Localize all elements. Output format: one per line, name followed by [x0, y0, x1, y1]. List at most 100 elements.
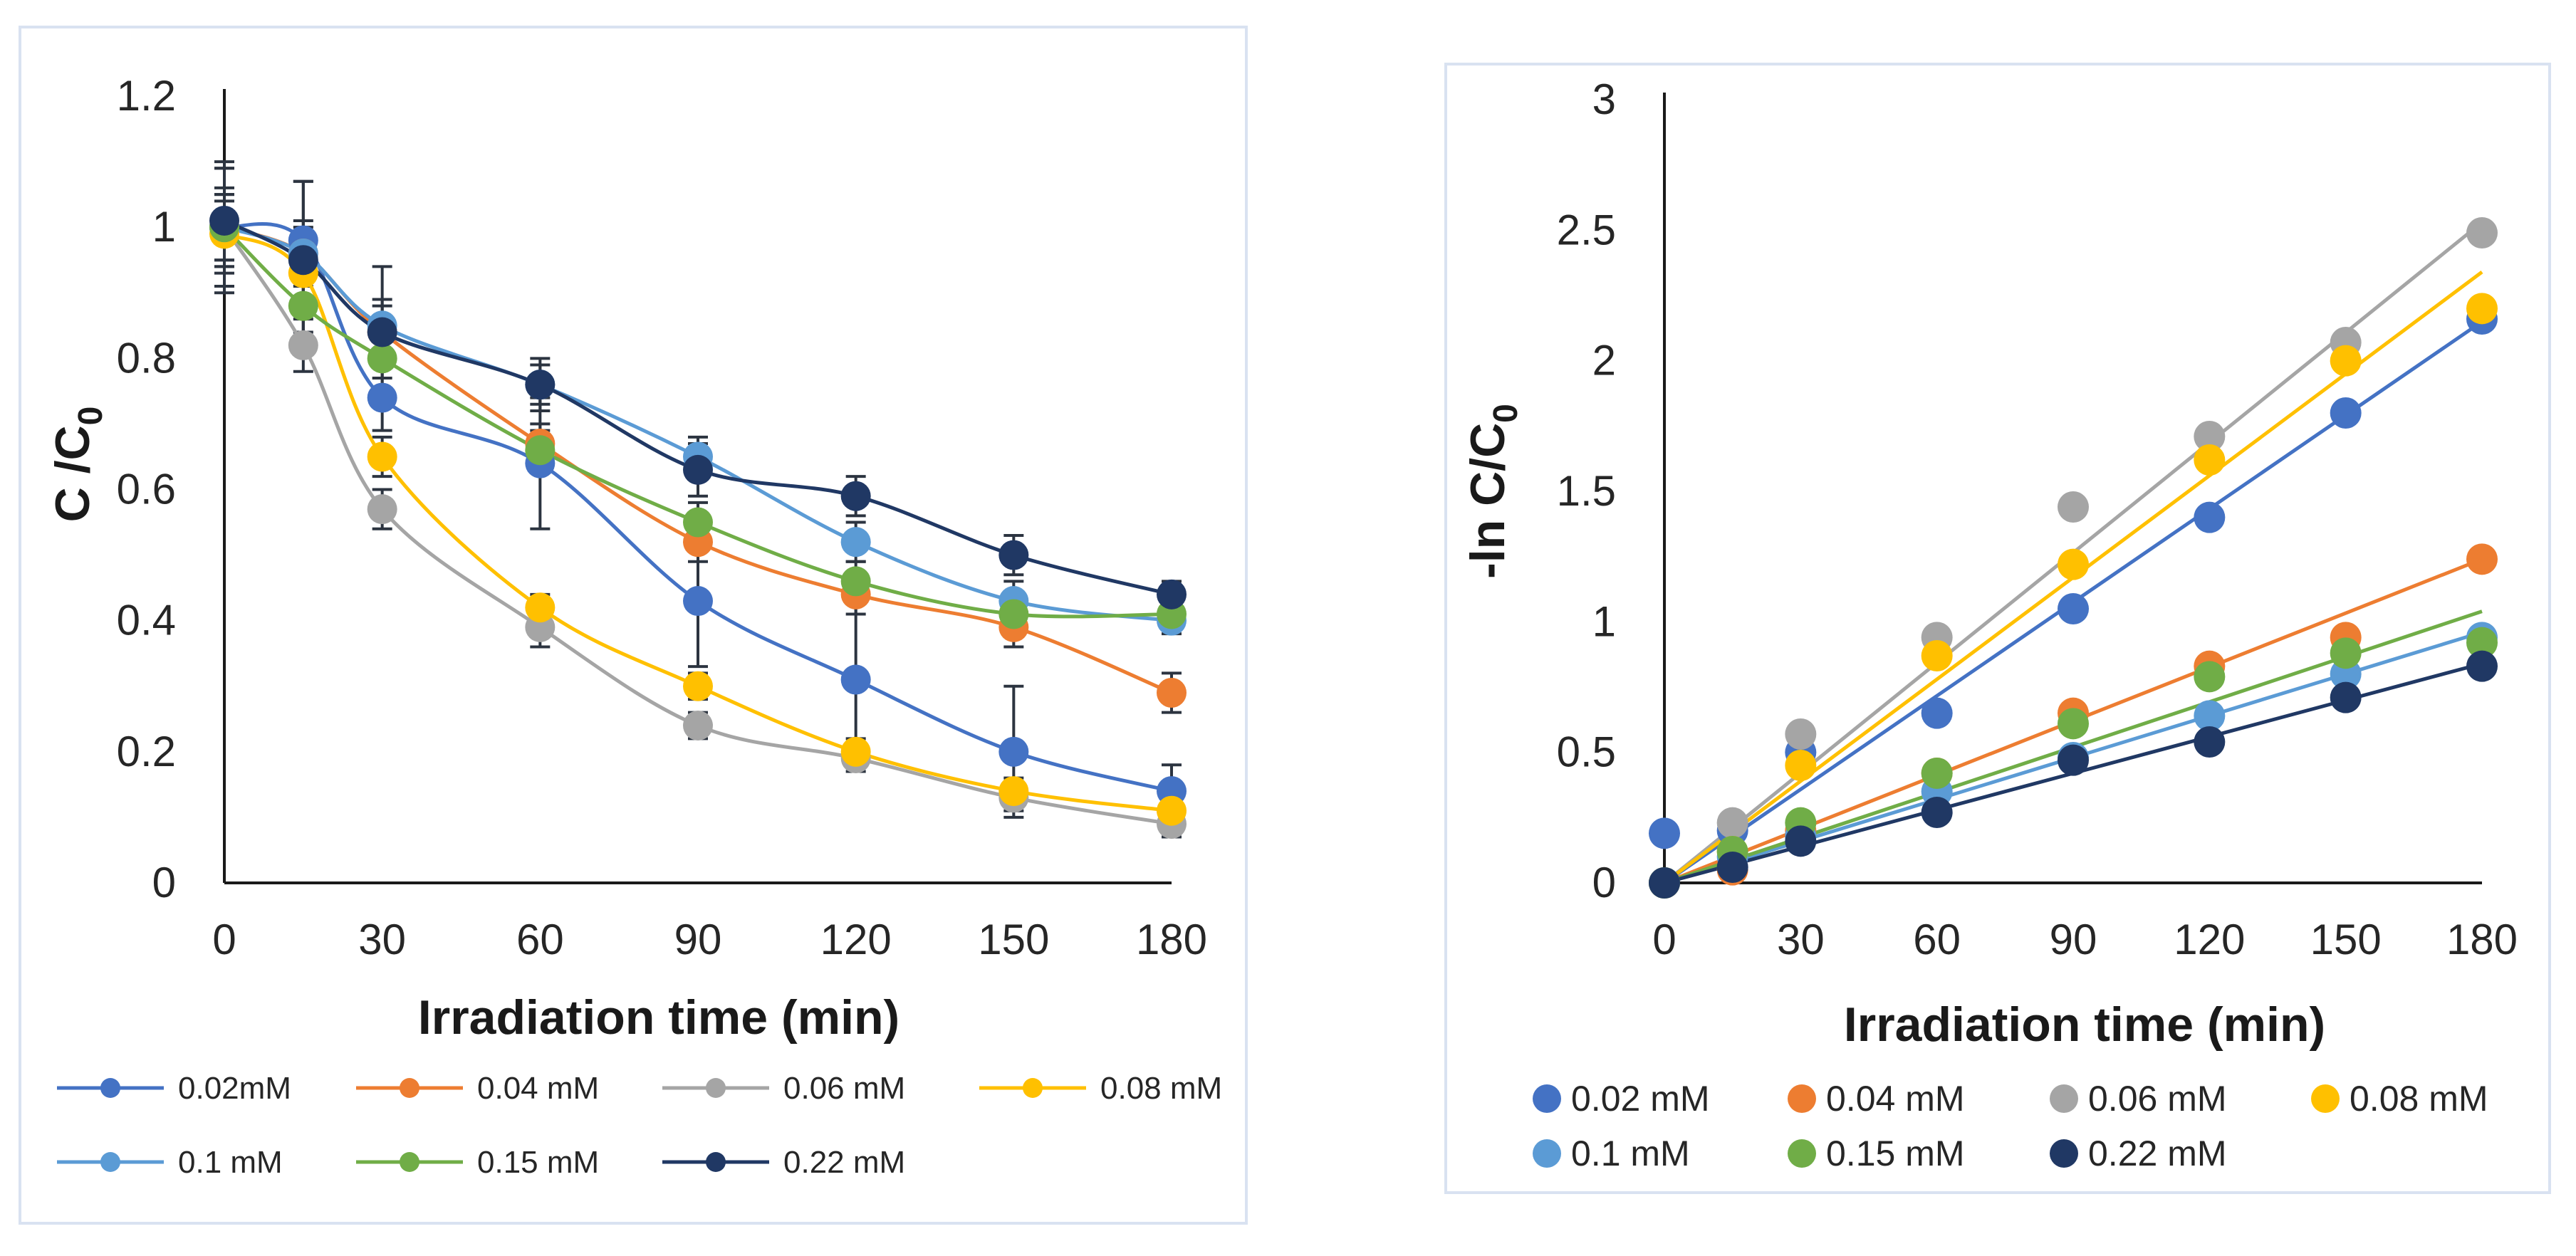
left-data-point-0-06-mm	[683, 711, 713, 740]
left-data-point-0-02mm	[683, 586, 713, 617]
left-x-tick-label: 180	[1136, 916, 1207, 963]
right-x-tick-label: 120	[2174, 916, 2245, 963]
left-y-tick-label: 0	[152, 859, 176, 906]
right-data-point-0-06-mm	[2194, 421, 2226, 452]
right-legend-marker-0-02-mm	[1533, 1084, 1561, 1113]
right-data-point-0-08-mm	[1921, 640, 1953, 671]
right-y-axis-subscript: 0	[1487, 404, 1525, 423]
right-data-point-0-15-mm	[1921, 758, 1953, 789]
left-tick-labels: 0 30 60 90 120 150 180 0 0.2 0.4 0.6 0.8 1 1.2	[117, 72, 1207, 963]
left-data-point-0-15-mm	[840, 566, 871, 597]
right-data-point-0-02-mm	[2330, 397, 2362, 429]
right-data-point-0-15-mm	[2194, 661, 2226, 693]
left-series-line-0-02mm	[224, 222, 1172, 793]
left-series-line-0-1-mm	[224, 225, 1172, 623]
right-data-point-0-06-mm	[2466, 217, 2498, 248]
left-data-point-0-22-mm	[288, 245, 318, 276]
right-y-tick-label: 2.5	[1557, 206, 1616, 253]
left-data-point-0-08-mm	[683, 671, 713, 701]
left-y-tick-label: 0.6	[117, 466, 176, 513]
left-x-tick-label: 0	[212, 916, 236, 963]
right-data-point-0-08-mm	[2466, 293, 2498, 325]
right-data-point-0-22-mm	[1785, 825, 1817, 857]
right-y-tick-label: 3	[1592, 75, 1616, 123]
left-legend-marker-0-08-mm	[1023, 1078, 1043, 1098]
left-data-point-0-22-mm	[998, 540, 1029, 570]
left-data-point-0-22-mm	[209, 205, 239, 236]
right-legend-label-0-08-mm: 0.08 mM	[2350, 1079, 2488, 1119]
right-legend-label-0-04-mm: 0.04 mM	[1826, 1079, 1965, 1119]
left-legend-label-0-15-mm: 0.15 mM	[477, 1145, 599, 1180]
left-legend-marker-0-04-mm	[400, 1078, 419, 1098]
left-legend-marker-0-22-mm	[706, 1152, 726, 1172]
right-legend-marker-0-22-mm	[2050, 1139, 2078, 1168]
right-legend-marker-0-04-mm	[1788, 1084, 1816, 1113]
right-data-point-0-06-mm	[2058, 491, 2089, 523]
right-legend-label-0-22-mm: 0.22 mM	[2088, 1134, 2227, 1173]
left-legend-marker-0-02mm	[100, 1078, 120, 1098]
left-data-point-0-15-mm	[683, 507, 713, 538]
left-legend-marker-0-15-mm	[400, 1152, 419, 1172]
left-data-point-0-02mm	[367, 382, 397, 413]
right-data-point-0-15-mm	[2330, 637, 2362, 669]
left-series-line-0-06-mm	[222, 226, 1172, 826]
right-x-tick-label: 30	[1777, 916, 1825, 963]
right-legend-marker-0-15-mm	[1788, 1139, 1816, 1168]
left-data-point-0-22-mm	[525, 370, 556, 400]
right-data-point-0-22-mm	[1921, 797, 1953, 828]
right-legend-marker-0-06-mm	[2050, 1084, 2078, 1113]
left-x-tick-label: 90	[674, 916, 722, 963]
right-data-points	[1649, 217, 2498, 899]
left-data-point-0-08-mm	[525, 592, 556, 623]
right-data-point-0-22-mm	[2330, 681, 2362, 713]
right-tick-labels: 0 30 60 90 120 150 180 0 0.5 1 1.5 2 2.5 3	[1557, 75, 2518, 963]
right-data-point-0-06-mm	[1716, 807, 1748, 839]
right-x-tick-label: 60	[1913, 916, 1961, 963]
left-data-point-0-06-mm	[288, 330, 318, 360]
right-data-point-0-02-mm	[2194, 501, 2226, 533]
right-data-point-0-08-mm	[2330, 345, 2362, 377]
left-legend-marker-0-06-mm	[706, 1078, 726, 1098]
left-y-tick-label: 1	[152, 203, 176, 251]
left-legend-label-0-02mm: 0.02mM	[178, 1071, 291, 1106]
left-chart-panel: 0 30 60 90 120 150 180 0 0.2 0.4 0.6 0.8 1 1.2 Irradi…	[19, 26, 1248, 1225]
right-data-point-0-22-mm	[1716, 852, 1748, 883]
left-x-tick-label: 30	[358, 916, 406, 963]
left-data-point-0-02mm	[840, 664, 871, 695]
left-x-tick-label: 120	[820, 916, 892, 963]
right-data-point-0-15-mm	[2466, 627, 2498, 659]
right-legend-label-0-1-mm: 0.1 mM	[1571, 1134, 1690, 1173]
left-data-point-0-15-mm	[998, 599, 1029, 629]
left-y-tick-label: 1.2	[117, 72, 176, 120]
left-y-tick-label: 0.8	[117, 334, 176, 382]
right-data-point-0-15-mm	[2058, 708, 2089, 740]
left-x-axis-title: Irradiation time (min)	[418, 990, 899, 1045]
left-data-point-0-06-mm	[367, 494, 397, 525]
right-y-tick-label: 1.5	[1557, 467, 1616, 515]
left-data-point-0-15-mm	[367, 343, 397, 374]
left-data-point-0-08-mm	[840, 736, 871, 767]
left-legend-marker-0-1-mm	[100, 1152, 120, 1172]
left-y-axis-subscript: 0	[72, 407, 110, 426]
left-legend: 0.02mM 0.04 mM 0.06 mM 0.08 mM 0.1 mM 0.15 mM…	[57, 1071, 1222, 1180]
right-data-point-0-02-mm	[1921, 697, 1953, 729]
left-data-point-0-22-mm	[1157, 579, 1187, 609]
left-y-tick-label: 0.4	[117, 597, 176, 644]
right-data-point-0-08-mm	[2194, 444, 2226, 476]
right-data-point-0-02-mm	[1649, 817, 1680, 849]
left-y-tick-label: 0.2	[117, 728, 176, 775]
right-chart-panel: 0 30 60 90 120 150 180 0 0.5 1 1.5 2 2.5 3 Irradiatio…	[1444, 63, 2551, 1194]
right-chart-border	[1444, 63, 2551, 1194]
left-data-point-0-15-mm	[525, 435, 556, 466]
left-legend-label-0-22-mm: 0.22 mM	[783, 1145, 905, 1180]
right-x-tick-label: 90	[2050, 916, 2097, 963]
left-x-tick-label: 150	[978, 916, 1049, 963]
left-data-point-0-08-mm	[1157, 795, 1187, 826]
right-x-tick-label: 150	[2310, 916, 2382, 963]
right-y-tick-label: 0.5	[1557, 728, 1616, 776]
right-data-point-0-02-mm	[2058, 593, 2089, 624]
right-data-point-0-06-mm	[1785, 718, 1817, 750]
right-legend-label-0-02-mm: 0.02 mM	[1571, 1079, 1710, 1119]
right-x-tick-label: 0	[1652, 916, 1676, 963]
left-y-axis-title: C /C0	[46, 407, 110, 523]
